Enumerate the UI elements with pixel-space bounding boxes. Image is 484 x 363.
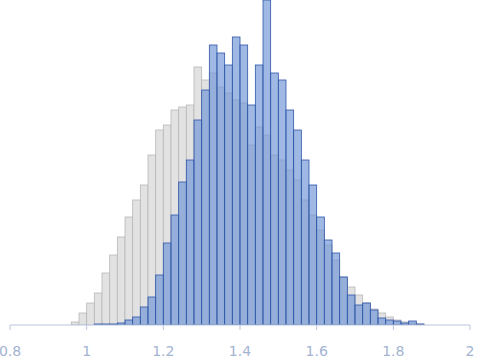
histogram-bar [301, 160, 309, 325]
histogram-bar [179, 182, 187, 325]
x-tick-label: 1.2 [152, 343, 174, 359]
histogram-bar [194, 67, 202, 325]
histogram-bar [393, 320, 401, 325]
histogram-bar [393, 321, 401, 325]
x-tick [316, 325, 317, 330]
histogram-bar [79, 313, 87, 325]
x-tick [86, 325, 87, 330]
histogram-bar [148, 297, 156, 325]
histogram-bar [87, 303, 95, 325]
histogram-bar [363, 303, 371, 325]
histogram-bar [271, 73, 279, 325]
histogram-bar [179, 107, 187, 325]
histogram-bar [117, 237, 125, 325]
histogram-bar [286, 110, 294, 325]
histogram-bar [386, 317, 394, 325]
histogram-bar [140, 307, 148, 325]
histogram-bar [217, 53, 225, 325]
x-tick-label: 1 [82, 343, 91, 359]
histogram-bar [278, 80, 286, 325]
histogram-bar [140, 185, 148, 325]
histogram-bar [186, 160, 194, 325]
histogram-bar [363, 303, 371, 325]
histogram-bar [378, 318, 386, 325]
bars [71, 0, 424, 325]
histogram-bar [225, 65, 233, 325]
histogram-bar [347, 287, 355, 325]
histogram-bar [332, 253, 340, 325]
histogram-bar [125, 217, 133, 325]
x-tick [470, 325, 471, 330]
x-tick-label: 2 [466, 343, 475, 359]
histogram-bar [102, 273, 110, 325]
histogram-bar [133, 200, 141, 325]
histogram-bar [240, 45, 248, 325]
histogram-bar [355, 295, 363, 325]
x-tick-label: 1.4 [229, 343, 251, 359]
histogram-bar [309, 185, 317, 325]
histogram-bar [378, 313, 386, 325]
histogram-bar [347, 295, 355, 325]
histogram-bar [133, 317, 141, 325]
x-tick-label: 1.6 [306, 343, 328, 359]
histogram-bar [248, 105, 256, 325]
x-tick [10, 325, 11, 330]
histogram-bar [370, 310, 378, 325]
histogram-bar [324, 240, 332, 325]
x-tick-label: 0.8 [0, 343, 21, 359]
histogram-bar [171, 215, 179, 325]
histogram-bar [171, 110, 179, 325]
histogram-bar [156, 275, 164, 325]
histogram-bar [255, 65, 263, 325]
histogram-bar [163, 125, 171, 325]
histogram-bar [232, 37, 240, 325]
histogram-bar [317, 217, 325, 325]
histogram-bar [163, 243, 171, 325]
histogram-bar [148, 155, 156, 325]
histogram-bar [194, 120, 202, 325]
x-tick [240, 325, 241, 330]
histogram-bar [386, 320, 394, 325]
histogram-bar [125, 320, 133, 325]
chart: 0.8 1 1.2 1.4 1.6 1.8 2 [0, 0, 484, 363]
histogram-bar [209, 45, 217, 325]
histogram-bar [202, 80, 210, 325]
histogram-bar [294, 130, 302, 325]
histogram-bar [355, 305, 363, 325]
histogram-bar [409, 321, 417, 325]
x-tick [163, 325, 164, 330]
x-tick [393, 325, 394, 330]
histogram-bar [94, 293, 102, 325]
histogram-bar [340, 277, 348, 325]
histogram-bar [156, 130, 164, 325]
x-tick-label: 1.8 [382, 343, 404, 359]
histogram-bar [370, 309, 378, 325]
histogram-bar [186, 105, 194, 325]
histogram-bar [202, 90, 210, 325]
histogram-bar [340, 277, 348, 325]
histogram-bar [263, 0, 271, 325]
histogram-bar [110, 255, 118, 325]
